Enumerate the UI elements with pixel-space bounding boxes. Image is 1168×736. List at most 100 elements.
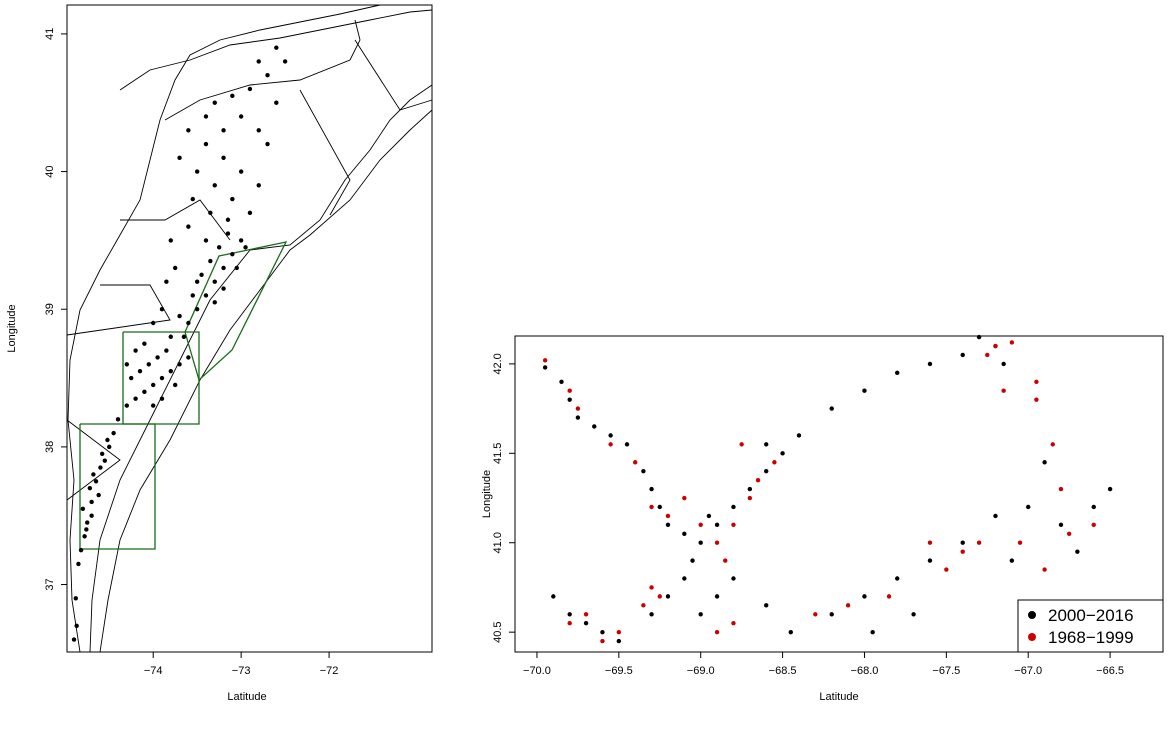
point xyxy=(665,522,671,528)
point xyxy=(238,169,244,174)
point xyxy=(159,307,165,312)
x-tick-label: −69.0 xyxy=(687,665,715,677)
point xyxy=(194,279,200,284)
point xyxy=(124,403,130,408)
point xyxy=(649,486,654,492)
point xyxy=(739,442,744,447)
point xyxy=(177,155,182,161)
point xyxy=(71,637,77,642)
region-box xyxy=(122,331,200,425)
point xyxy=(633,460,638,465)
point xyxy=(976,540,982,545)
point xyxy=(74,623,79,629)
point xyxy=(238,238,244,243)
point xyxy=(690,558,695,563)
point xyxy=(985,352,990,358)
point xyxy=(927,540,933,545)
point xyxy=(230,196,235,202)
stat-area xyxy=(299,89,351,216)
point xyxy=(208,210,213,216)
point xyxy=(592,424,597,429)
point xyxy=(225,217,231,222)
point xyxy=(993,513,998,519)
point xyxy=(657,594,662,599)
point xyxy=(1091,504,1096,510)
point xyxy=(1001,361,1006,367)
point xyxy=(186,355,191,360)
x-tick-label: −67.0 xyxy=(1014,665,1042,677)
point xyxy=(714,522,720,528)
point xyxy=(616,638,622,644)
point xyxy=(575,415,581,420)
legend-label: 1968−1999 xyxy=(1048,628,1134,647)
point xyxy=(764,468,769,474)
y-tick-label: 37 xyxy=(44,578,56,590)
point xyxy=(870,629,875,635)
stat-area xyxy=(66,419,121,501)
stat-area xyxy=(120,199,231,241)
point xyxy=(698,540,703,545)
y-tick-label: 40.5 xyxy=(492,621,504,642)
point xyxy=(181,334,187,339)
point xyxy=(199,272,204,278)
x-tick-label: −73 xyxy=(232,665,251,677)
point xyxy=(731,576,736,581)
point xyxy=(1058,522,1064,528)
point xyxy=(993,343,998,349)
x-tick-label: −68.5 xyxy=(769,665,797,677)
point xyxy=(129,375,134,381)
point xyxy=(111,430,116,436)
point xyxy=(221,265,226,271)
point xyxy=(796,433,802,438)
point xyxy=(1042,567,1047,572)
point xyxy=(1009,558,1015,563)
point xyxy=(1075,549,1080,554)
shelf-line xyxy=(164,19,361,121)
point xyxy=(1001,388,1006,393)
point xyxy=(194,169,200,174)
point xyxy=(608,442,613,447)
point xyxy=(551,594,556,599)
point xyxy=(624,442,630,447)
point xyxy=(649,504,654,510)
point xyxy=(87,485,93,491)
coastline xyxy=(119,9,433,91)
point xyxy=(115,417,121,422)
point xyxy=(234,265,239,271)
x-tick-label: −74 xyxy=(144,665,163,677)
point xyxy=(583,612,589,617)
point xyxy=(98,465,103,470)
point xyxy=(813,612,818,617)
point xyxy=(155,355,160,360)
point xyxy=(1026,504,1031,510)
point xyxy=(194,307,200,312)
point xyxy=(731,621,736,626)
point xyxy=(238,114,244,119)
point xyxy=(1017,540,1023,545)
point xyxy=(960,549,965,554)
point xyxy=(265,141,270,147)
point xyxy=(714,540,720,545)
x-tick-label: −70.0 xyxy=(523,665,551,677)
point xyxy=(256,183,261,188)
point xyxy=(172,265,178,271)
legend-marker xyxy=(1028,633,1036,641)
point xyxy=(976,334,982,340)
point xyxy=(124,362,130,367)
point xyxy=(1050,442,1055,447)
point xyxy=(82,534,87,539)
point xyxy=(927,558,933,563)
point xyxy=(172,382,178,388)
point xyxy=(107,444,112,450)
point xyxy=(93,479,99,484)
point xyxy=(105,437,110,443)
point xyxy=(714,594,720,599)
y-axis-label: Longitude xyxy=(481,470,493,518)
point xyxy=(230,251,235,257)
point xyxy=(698,612,703,617)
point xyxy=(657,504,662,510)
point xyxy=(73,596,78,601)
point xyxy=(665,594,671,599)
point xyxy=(542,365,548,370)
